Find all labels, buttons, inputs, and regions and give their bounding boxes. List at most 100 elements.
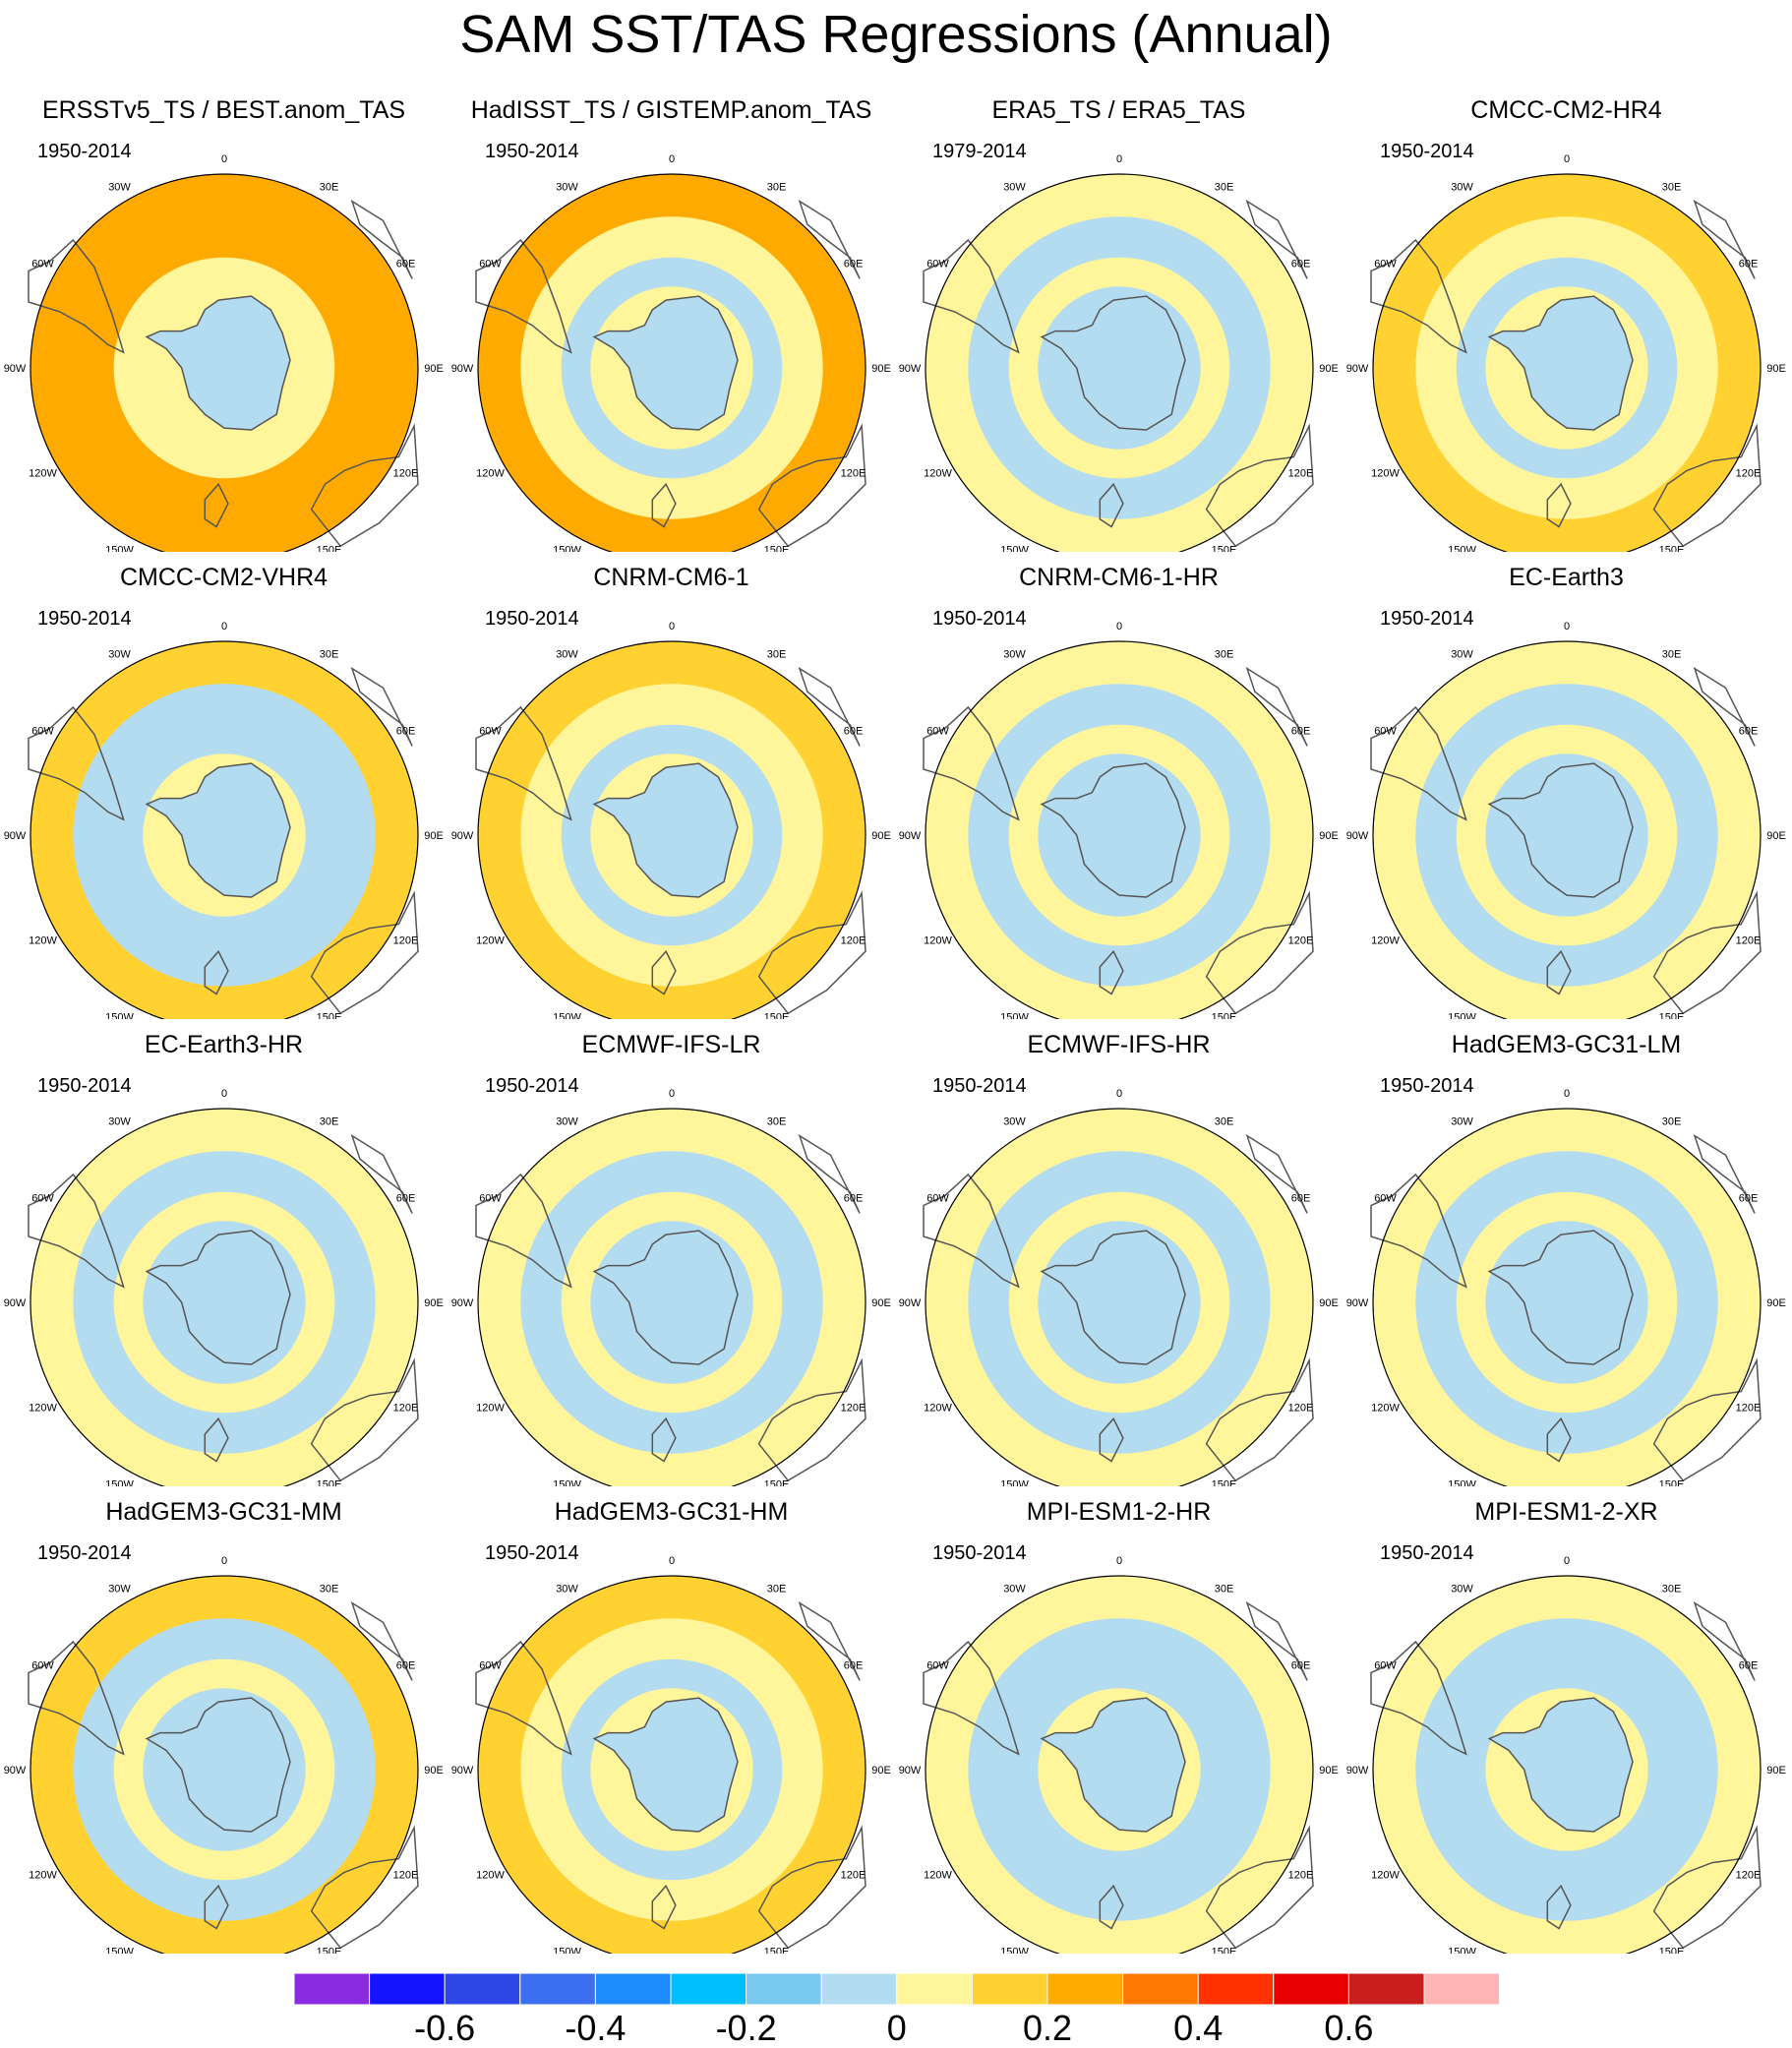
- map-panel: CMCC-CM2-VHR4 1950-2014 0 30E 60E 90E 120E 150E…: [0, 552, 448, 1019]
- colorbar-box: [293, 1972, 371, 2006]
- longitude-label: 30E: [320, 182, 339, 194]
- africa-coastline: [798, 1133, 861, 1214]
- map-panel-grid: ERSSTv5_TS / BEST.anom_TAS 1950-2014 0 30E 6…: [0, 85, 1786, 1954]
- longitude-label: 0: [221, 1088, 227, 1100]
- longitude-label: 150W: [105, 1012, 134, 1020]
- longitude-label: 30W: [1003, 182, 1026, 194]
- longitude-label: 90W: [4, 363, 27, 375]
- longitude-label: 90W: [899, 1765, 922, 1777]
- longitude-label: 0: [1116, 621, 1122, 632]
- australia-coastline: [1652, 423, 1762, 548]
- australia-coastline: [1205, 890, 1314, 1015]
- colorbar-box: [1122, 1972, 1199, 2006]
- new-zealand-coastline: [651, 1416, 677, 1463]
- australia-coastline: [1652, 890, 1762, 1015]
- antarctica-coastline: [145, 762, 291, 898]
- longitude-label: 60W: [1374, 726, 1397, 738]
- longitude-label: 90E: [871, 1297, 891, 1309]
- longitude-label: 150E: [764, 1479, 790, 1487]
- longitude-label: 60E: [1739, 259, 1759, 271]
- longitude-label: 90E: [424, 1765, 444, 1777]
- map-boundary: [30, 1108, 419, 1486]
- new-zealand-coastline: [1099, 1416, 1124, 1463]
- polar-map: 030E60E90E120E150E180150W120W90W60W30W: [451, 621, 891, 1020]
- longitude-label: 120W: [1371, 1870, 1400, 1882]
- longitude-label: 150W: [105, 545, 134, 553]
- africa-coastline: [350, 1600, 413, 1681]
- longitude-label: 120W: [924, 468, 952, 480]
- panel-period: 1979-2014: [932, 141, 1027, 162]
- longitude-label: 150W: [553, 545, 581, 553]
- longitude-label: 120W: [29, 468, 57, 480]
- longitude-label: 60E: [844, 726, 864, 738]
- longitude-label: 120W: [476, 468, 505, 480]
- map-boundary: [925, 173, 1314, 552]
- new-zealand-coastline: [1099, 1884, 1124, 1930]
- panel-period: 1950-2014: [932, 1075, 1027, 1097]
- map-panel: CNRM-CM6-1-HR 1950-2014 0 30E 60E 90E 120E 150E…: [895, 552, 1343, 1019]
- antarctica-coastline: [145, 1697, 291, 1833]
- polar-map: 030E60E90E120E150E180150W120W90W60W30W: [1346, 1088, 1786, 1486]
- panel-title: MPI-ESM1-2-HR: [1026, 1498, 1212, 1526]
- australia-coastline: [757, 1825, 866, 1950]
- longitude-label: 0: [1564, 1088, 1570, 1100]
- africa-coastline: [350, 199, 413, 279]
- longitude-label: 0: [1116, 1555, 1122, 1567]
- colorbar-box: [670, 1972, 747, 2006]
- panel-title: EC-Earth3: [1509, 564, 1624, 591]
- antarctica-coastline: [1487, 1230, 1634, 1365]
- longitude-label: 30E: [767, 182, 787, 194]
- longitude-label: 150E: [317, 1947, 342, 1955]
- longitude-label: 90W: [4, 1297, 27, 1309]
- longitude-label: 120W: [29, 935, 57, 947]
- map-boundary: [30, 640, 419, 1019]
- longitude-label: 150W: [1000, 1947, 1029, 1955]
- map-boundary: [1372, 640, 1762, 1019]
- map-panel: HadGEM3-GC31-MM 1950-2014 0 30E 60E 90E 120E 15…: [0, 1486, 448, 1954]
- longitude-label: 0: [669, 153, 675, 165]
- colorbar-tick-label: -0.6: [414, 2008, 475, 2048]
- colorbar-tick-label: 0: [887, 2008, 907, 2048]
- longitude-label: 90E: [871, 1765, 891, 1777]
- antarctica-coastline: [145, 295, 291, 431]
- longitude-label: 150E: [317, 1012, 342, 1020]
- africa-coastline: [1693, 1600, 1756, 1681]
- longitude-label: 0: [1564, 153, 1570, 165]
- colorbar-box: [1197, 1972, 1275, 2006]
- antarctica-coastline: [1487, 1697, 1634, 1833]
- colorbar-box: [971, 1972, 1048, 2006]
- longitude-label: 30W: [556, 1584, 578, 1596]
- longitude-label: 120E: [393, 935, 419, 947]
- map-panel: ERSSTv5_TS / BEST.anom_TAS 1950-2014 0 30E 6…: [0, 85, 448, 552]
- longitude-label: 90E: [1766, 1765, 1786, 1777]
- longitude-label: 120W: [924, 1403, 952, 1415]
- australia-coastline: [310, 423, 419, 548]
- longitude-label: 60W: [479, 1193, 502, 1205]
- longitude-label: 30W: [108, 1116, 131, 1128]
- longitude-label: 0: [669, 1555, 675, 1567]
- longitude-label: 0: [669, 621, 675, 632]
- colorbar-box: [1046, 1972, 1124, 2006]
- new-zealand-coastline: [1099, 482, 1124, 528]
- longitude-label: 60W: [926, 726, 949, 738]
- panel-title: ECMWF-IFS-LR: [581, 1031, 761, 1058]
- colorbar-box: [746, 1972, 822, 2006]
- longitude-label: 150W: [553, 1012, 581, 1020]
- australia-coastline: [757, 1357, 866, 1482]
- antarctica-coastline: [1040, 1230, 1186, 1365]
- longitude-label: 30E: [1215, 1584, 1234, 1596]
- polar-map: 030E60E90E120E150E180150W120W90W60W30W: [1346, 621, 1786, 1019]
- africa-coastline: [798, 199, 861, 279]
- south-america-coastline: [475, 238, 572, 354]
- panel-period: 1950-2014: [1380, 141, 1474, 162]
- longitude-label: 90W: [451, 1765, 474, 1777]
- longitude-label: 0: [1564, 621, 1570, 632]
- antarctica-coastline: [1487, 762, 1634, 898]
- longitude-label: 150W: [1448, 545, 1476, 553]
- longitude-label: 60E: [396, 1193, 416, 1205]
- longitude-label: 90W: [451, 830, 474, 842]
- map-panel: EC-Earth3-HR 1950-2014 0 30E 60E 90E 120E 150E 1…: [0, 1019, 448, 1486]
- polar-map: 030E60E90E120E150E180150W120W90W60W30W: [4, 1088, 444, 1486]
- panel-period: 1950-2014: [37, 141, 132, 162]
- longitude-label: 30E: [320, 1116, 339, 1128]
